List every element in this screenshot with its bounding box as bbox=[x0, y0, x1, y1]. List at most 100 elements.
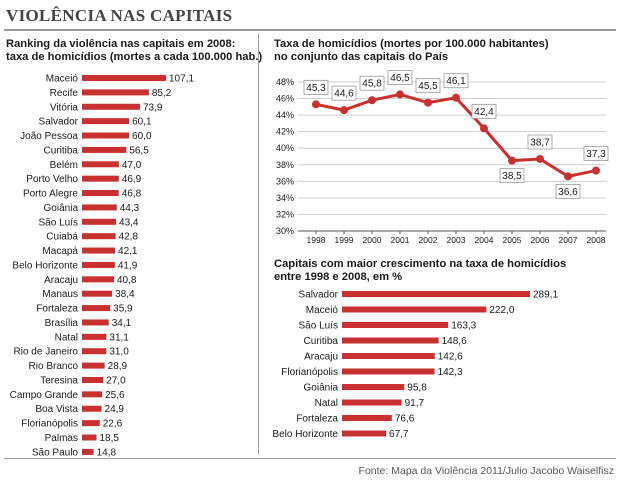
category-label-curitiba: Curitiba bbox=[304, 336, 339, 347]
value-label-teresina: 27,0 bbox=[106, 375, 126, 386]
bar-belo-horizonte bbox=[342, 430, 387, 437]
bar-rio-de-janeiro bbox=[82, 348, 107, 355]
data-label-2008: 37,3 bbox=[586, 149, 606, 160]
bottom-rule bbox=[4, 458, 616, 459]
value-label-curitiba: 148,6 bbox=[442, 336, 467, 347]
category-label-goiania: Goiânia bbox=[44, 203, 79, 214]
data-point-2006 bbox=[536, 154, 544, 163]
value-label-sao-luis: 43,4 bbox=[119, 217, 139, 228]
growth-title-line-1: Capitais com maior crescimento na taxa d… bbox=[274, 258, 567, 270]
value-label-rio-de-janeiro: 31,0 bbox=[109, 347, 129, 358]
category-label-joao-pessoa: João Pessoa bbox=[20, 131, 78, 142]
homicide-rate-line-chart: 30% 32% 34% 36% 38% 40% 42% 44% 46% 48% 1998 1999 20… bbox=[276, 70, 609, 245]
category-label-recife: Recife bbox=[50, 88, 79, 99]
bar-goiania bbox=[342, 384, 405, 390]
y-tick-label-30: 30% bbox=[276, 226, 294, 236]
value-label-cuiaba: 42,8 bbox=[119, 232, 139, 243]
line-title-line-1: Taxa de homicídios (mortes por 100.000 h… bbox=[274, 38, 549, 50]
value-label-aracaju: 40,8 bbox=[117, 275, 137, 286]
bar-goiania bbox=[82, 204, 117, 211]
bar-aracaju bbox=[342, 353, 435, 359]
bar-maceio bbox=[342, 306, 487, 313]
data-label-box-2002 bbox=[415, 78, 441, 94]
data-label-2006: 38,7 bbox=[530, 137, 550, 148]
value-label-belo-horizonte: 41,9 bbox=[118, 260, 138, 271]
category-label-porto-alegre: Porto Alegre bbox=[23, 189, 78, 200]
y-tick-label-42: 42% bbox=[276, 127, 294, 137]
value-label-natal: 91,7 bbox=[405, 398, 425, 409]
data-point-2008 bbox=[592, 166, 600, 175]
source-note: Fonte: Mapa da Violência 2011/Julio Jaco… bbox=[358, 465, 614, 477]
bar-rio-branco bbox=[82, 362, 105, 369]
x-tick-label-2004: 2004 bbox=[475, 235, 494, 245]
category-label-teresina: Teresina bbox=[40, 375, 78, 386]
data-label-box-2004 bbox=[471, 103, 497, 119]
x-tick-label-2006: 2006 bbox=[531, 235, 550, 245]
value-label-florianopolis: 142,3 bbox=[438, 367, 463, 378]
bar-campo-grande bbox=[82, 391, 103, 398]
category-label-campo-grande: Campo Grande bbox=[10, 390, 79, 401]
data-label-box-2008 bbox=[583, 146, 609, 161]
y-tick-label-40: 40% bbox=[276, 143, 294, 153]
category-label-florianopolis: Florianópolis bbox=[21, 419, 78, 430]
category-label-brasilia: Brasília bbox=[45, 318, 79, 329]
bar-salvador bbox=[342, 291, 530, 297]
value-label-macapa: 42,1 bbox=[118, 246, 138, 257]
growth-chart-title: Capitais com maior crescimento na taxa d… bbox=[274, 258, 566, 284]
data-point-2001 bbox=[396, 90, 404, 99]
category-label-maceio: Maceió bbox=[306, 305, 339, 316]
category-label-belem: Belém bbox=[50, 160, 78, 171]
data-point-2007 bbox=[564, 172, 572, 181]
bar-florianopolis bbox=[82, 420, 100, 427]
category-label-sao-luis: São Luís bbox=[299, 321, 338, 332]
value-label-boa-vista: 24,9 bbox=[105, 404, 125, 415]
bar-cuiaba bbox=[82, 233, 116, 240]
bar-vitoria bbox=[82, 103, 140, 110]
y-tick-label-48: 48% bbox=[276, 77, 294, 87]
bar-fortaleza bbox=[82, 305, 111, 312]
bar-palmas bbox=[82, 434, 97, 441]
ranking-chart-title: Ranking da violência nas capitais em 200… bbox=[6, 38, 262, 64]
category-label-rio-de-janeiro: Rio de Janeiro bbox=[14, 347, 79, 358]
ranking-bar-chart: Maceió 107,1 Recife 85,2 Vitória 73,9 Salvador… bbox=[10, 74, 195, 459]
x-tick-label-2000: 2000 bbox=[363, 235, 382, 245]
series-line bbox=[315, 92, 597, 178]
bar-natal bbox=[82, 333, 107, 340]
data-label-2004: 42,4 bbox=[474, 107, 494, 118]
y-tick-label-46: 46% bbox=[276, 94, 294, 104]
value-label-rio-branco: 28,9 bbox=[108, 361, 128, 372]
category-label-sao-luis: São Luís bbox=[39, 217, 78, 228]
data-point-2005 bbox=[508, 156, 516, 165]
category-label-natal: Natal bbox=[55, 332, 78, 343]
category-label-palmas: Palmas bbox=[45, 433, 78, 444]
bar-salvador bbox=[82, 118, 130, 125]
bar-sao-luis bbox=[82, 218, 117, 225]
value-label-belo-horizonte: 67,7 bbox=[389, 429, 409, 440]
vertical-divider bbox=[258, 34, 259, 454]
data-point-1998 bbox=[312, 100, 320, 109]
growth-title-line-2: entre 1998 e 2008, em % bbox=[274, 271, 403, 283]
value-label-salvador: 60,1 bbox=[132, 117, 152, 128]
x-tick-label-2002: 2002 bbox=[419, 235, 438, 245]
category-label-natal: Natal bbox=[315, 398, 338, 409]
value-label-fortaleza: 76,6 bbox=[395, 414, 415, 425]
data-point-2002 bbox=[424, 98, 432, 107]
data-label-2001: 46,5 bbox=[390, 73, 410, 84]
data-point-2004 bbox=[480, 124, 488, 133]
category-label-fortaleza: Fortaleza bbox=[36, 304, 78, 315]
bar-brasilia bbox=[82, 319, 109, 326]
data-point-1999 bbox=[340, 106, 348, 115]
value-label-manaus: 38,4 bbox=[115, 289, 135, 300]
value-label-belem: 47,0 bbox=[122, 160, 142, 171]
bar-macapa bbox=[82, 247, 116, 254]
x-tick-label-2003: 2003 bbox=[447, 235, 466, 245]
category-label-maceio: Maceió bbox=[46, 74, 79, 85]
data-label-box-2006 bbox=[527, 134, 553, 150]
x-tick-label-2005: 2005 bbox=[503, 235, 522, 245]
category-label-rio-branco: Rio Branco bbox=[29, 361, 79, 372]
bar-fortaleza bbox=[342, 415, 392, 421]
value-label-joao-pessoa: 60,0 bbox=[132, 131, 152, 142]
data-point-2000 bbox=[368, 96, 376, 105]
value-label-goiania: 44,3 bbox=[120, 203, 140, 214]
value-label-palmas: 18,5 bbox=[100, 433, 120, 444]
